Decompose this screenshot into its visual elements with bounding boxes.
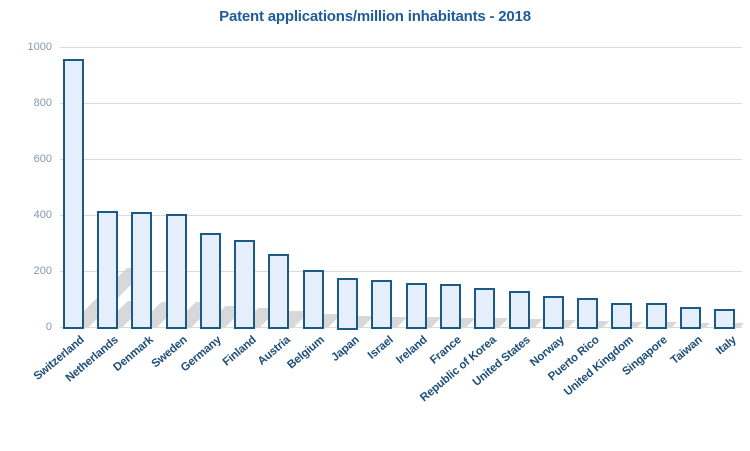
y-axis-tick-label: 200 <box>33 264 52 277</box>
bar-italy <box>714 308 736 330</box>
bar-denmark <box>131 211 153 330</box>
bar-republic-of-korea <box>474 287 496 330</box>
y-axis-tick-label: 800 <box>33 96 52 109</box>
bar-united-kingdom <box>611 302 633 330</box>
chart-title: Patent applications/million inhabitants … <box>219 8 531 25</box>
bar-germany <box>199 233 221 330</box>
bar-israel <box>371 279 393 330</box>
bar-puerto-rico <box>577 297 599 330</box>
bar-ireland <box>405 283 427 330</box>
gridline-600 <box>60 159 742 160</box>
bar-norway <box>542 296 564 330</box>
gridline-0 <box>60 327 742 328</box>
y-axis-tick-label: 400 <box>33 208 52 221</box>
bar-austria <box>268 253 290 330</box>
bar-netherlands <box>96 210 118 330</box>
bar-switzerland <box>62 59 84 330</box>
bar-belgium <box>302 270 324 330</box>
bar-sweden <box>165 214 187 330</box>
gridline-1000 <box>60 47 742 48</box>
gridline-800 <box>60 103 742 104</box>
bar-france <box>439 283 461 330</box>
y-axis-tick-label: 0 <box>45 320 52 333</box>
bar-united-states <box>508 290 530 330</box>
bar-taiwan <box>680 307 702 330</box>
y-axis-tick-label: 600 <box>33 152 52 165</box>
gridline-400 <box>60 215 742 216</box>
bar-finland <box>234 240 256 330</box>
y-axis-tick-label: 1000 <box>27 40 52 53</box>
bar-singapore <box>645 303 667 330</box>
gridline-200 <box>60 271 742 272</box>
bar-japan <box>337 278 359 330</box>
